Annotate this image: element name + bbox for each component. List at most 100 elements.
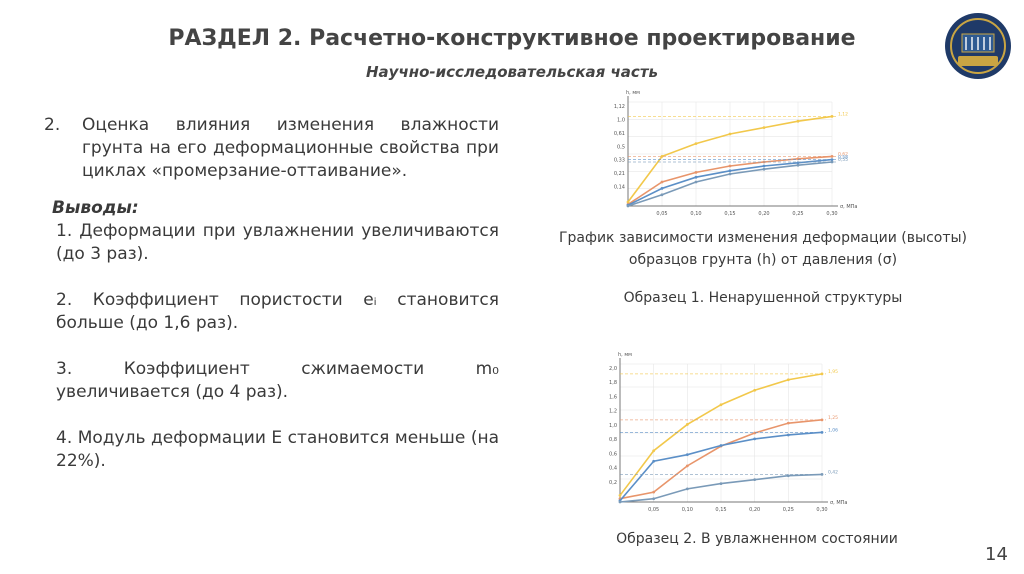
data-point <box>796 119 800 123</box>
y-axis-label: h, мм <box>618 352 632 358</box>
y-tick-label: 0,8 <box>609 437 617 443</box>
conclusion-1: 1. Деформации при увлажнении увеличивают… <box>56 221 499 264</box>
data-point <box>728 132 732 136</box>
y-tick-label: 1,0 <box>609 423 617 429</box>
series-end-label: 0,55 <box>838 157 848 163</box>
data-point <box>786 474 790 478</box>
conclusion-4: 4. Модуль деформации Е становится меньше… <box>56 428 499 471</box>
data-point <box>652 459 656 463</box>
series-end-label: 1,25 <box>828 415 838 421</box>
y-tick-label: 1,8 <box>609 380 617 386</box>
page-title: РАЗДЕЛ 2. Расчетно-конструктивное проект… <box>168 26 856 51</box>
data-point <box>728 172 732 176</box>
data-point <box>796 163 800 167</box>
chart-1-svg: 0,05 0,10 0,15 0,20 0,25 0,30 1,12 1,0 0,61 0,5 0,… <box>614 90 858 217</box>
y-tick-label: 1,12 <box>614 104 625 110</box>
y-tick-label: 0,14 <box>614 185 625 191</box>
data-point <box>685 453 689 457</box>
data-point <box>660 180 664 184</box>
data-point <box>786 378 790 382</box>
conclusion-2: 2. Коэффициент пористости eᵢ становится … <box>56 290 499 333</box>
x-tick-label: 0,05 <box>648 507 659 513</box>
data-point <box>719 444 723 447</box>
chart-sample-2: 0,05 0,10 0,15 0,20 0,25 0,30 2,0 1,8 1,6 1,2 1,0 0… <box>590 350 930 522</box>
caption-sample-2: Образец 2. В увлажненном состоянии <box>616 531 898 547</box>
item-number: 2. <box>44 115 61 135</box>
caption-sample-1: Образец 1. Ненарушенной структуры <box>623 290 903 306</box>
y-tick-label: 1,6 <box>609 394 617 400</box>
data-point <box>762 167 766 171</box>
x-tick-label: 0,30 <box>816 507 827 513</box>
data-point <box>618 494 622 497</box>
series-end-label: 0,42 <box>828 469 838 475</box>
text-column: 2. Оценка влияния изменения влажности гр… <box>44 114 499 473</box>
data-point <box>685 423 689 426</box>
data-point <box>652 497 656 501</box>
x-tick-label: 0,05 <box>656 211 667 217</box>
chart-sample-1: 0,05 0,10 0,15 0,20 0,25 0,30 1,12 1,0 0,61 0,5 0,… <box>610 88 930 224</box>
data-point <box>786 421 790 425</box>
page-subtitle: Научно-исследовательская часть <box>365 63 658 81</box>
x-axis-label: σ, МПа <box>830 500 848 506</box>
caption-main: График зависимости изменения деформации … <box>558 230 968 268</box>
data-point <box>762 164 766 168</box>
x-tick-label: 0,20 <box>749 507 760 513</box>
x-tick-label: 0,25 <box>792 211 803 217</box>
x-tick-label: 0,20 <box>758 211 769 217</box>
data-point <box>652 490 656 494</box>
data-point <box>626 204 630 208</box>
data-point <box>660 187 664 190</box>
series-end-label: 0,62 <box>838 151 848 157</box>
data-point <box>626 200 630 204</box>
data-point <box>694 142 698 145</box>
data-point <box>618 500 622 504</box>
y-tick-label: 0,33 <box>614 158 625 164</box>
data-point <box>728 169 732 173</box>
y-tick-label: 0,2 <box>609 480 617 486</box>
y-tick-label: 1,0 <box>617 117 625 123</box>
x-tick-label: 0,25 <box>783 507 794 513</box>
item-text: Оценка влияния изменения влажности грунт… <box>82 115 499 181</box>
y-tick-label: 1,2 <box>609 409 617 415</box>
y-tick-label: 0,4 <box>609 466 617 472</box>
data-point <box>820 430 824 434</box>
data-point <box>694 171 698 174</box>
series-end-label: 1,95 <box>828 369 838 375</box>
chart-2-svg: 0,05 0,10 0,15 0,20 0,25 0,30 2,0 1,8 1,6 1,2 1,0 0… <box>609 352 848 513</box>
data-point <box>762 126 766 129</box>
data-point <box>753 478 757 482</box>
data-point <box>753 437 757 441</box>
data-point <box>830 155 834 158</box>
data-point <box>694 180 698 184</box>
data-point <box>685 487 689 491</box>
data-point <box>660 155 664 158</box>
data-point <box>652 449 656 453</box>
data-point <box>685 464 689 468</box>
data-point <box>820 418 824 422</box>
x-tick-label: 0,15 <box>715 507 726 513</box>
x-tick-label: 0,10 <box>682 507 693 513</box>
data-point <box>830 115 834 118</box>
x-tick-label: 0,15 <box>724 211 735 217</box>
y-tick-label: 0,5 <box>617 144 625 150</box>
page-number: 14 <box>985 544 1008 565</box>
x-tick-label: 0,10 <box>690 211 701 217</box>
y-tick-label: 2,0 <box>609 366 617 372</box>
series-end-label: 1,12 <box>838 111 848 117</box>
data-point <box>830 158 834 161</box>
y-tick-label: 0,61 <box>614 131 625 137</box>
y-axis-label: h, мм <box>626 90 640 96</box>
data-point <box>753 388 757 392</box>
data-point <box>820 372 824 376</box>
data-point <box>660 193 664 197</box>
data-point <box>694 175 698 179</box>
conclusion-3: 3. Коэффициент сжимаемости m₀ увеличивае… <box>56 359 499 402</box>
x-tick-label: 0,30 <box>826 211 837 217</box>
series-end-label: 1,06 <box>828 427 838 433</box>
data-point <box>728 164 732 168</box>
numbered-item: 2. Оценка влияния изменения влажности гр… <box>44 114 499 183</box>
data-point <box>830 160 834 164</box>
data-point <box>719 403 723 407</box>
x-axis-label: σ, МПа <box>840 204 858 210</box>
y-tick-label: 0,21 <box>614 171 625 177</box>
